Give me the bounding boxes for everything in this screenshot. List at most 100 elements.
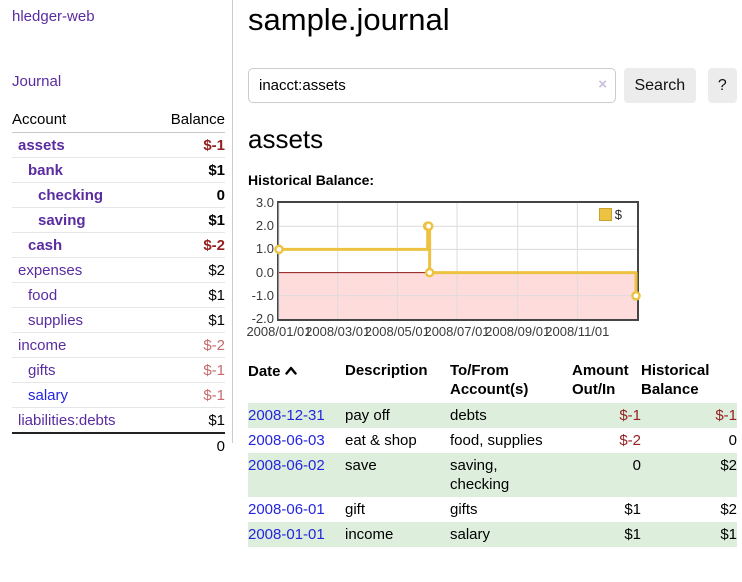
account-row-supplies: supplies $1 [12, 308, 225, 333]
transaction-date-link[interactable]: 2008-06-01 [248, 501, 325, 518]
account-balance: $-1 [203, 386, 225, 404]
account-link-assets[interactable]: assets [18, 136, 65, 154]
transaction-date-link[interactable]: 2008-06-03 [248, 432, 325, 449]
account-link-expenses[interactable]: expenses [18, 261, 83, 279]
sidebar: hledger-web Journal Account Balance asse… [0, 0, 232, 459]
account-balance: $1 [208, 411, 225, 429]
transaction-accounts: debts [450, 403, 572, 428]
account-link-checking[interactable]: checking [38, 186, 104, 204]
accounts-line: food, supplies [450, 432, 543, 449]
y-axis-tick-label: 0.0 [255, 264, 274, 280]
table-row: 2008-01-01 income salary $1 $1 [248, 522, 737, 547]
account-row-liabilities-debts: liabilities:debts $1 [12, 408, 225, 432]
x-axis-tick-label: 2008/07/01 [424, 324, 490, 339]
header-balance: Historical Balance [641, 359, 737, 403]
header-date[interactable]: Date [248, 359, 345, 403]
search-input[interactable] [248, 68, 616, 103]
account-link-gifts[interactable]: gifts [28, 361, 56, 379]
legend-swatch-icon [598, 208, 612, 221]
transaction-description: gift [345, 501, 366, 518]
accounts-line: salary [450, 526, 491, 543]
header-description: Description [345, 362, 428, 379]
account-balance: $-1 [203, 361, 225, 379]
x-axis-tick-label: 2008/05/01 [364, 324, 430, 339]
account-link-cash[interactable]: cash [28, 236, 63, 254]
account-link-supplies[interactable]: supplies [28, 311, 84, 329]
header-amount: Amount Out/In [572, 359, 641, 403]
transaction-balance: $1 [720, 526, 737, 543]
header-balance-line1: Historical [641, 362, 710, 379]
col-balance-label: Balance [170, 111, 225, 128]
account-balance: $1 [208, 311, 225, 329]
table-row: 2008-12-31 pay off debts $-1 $-1 [248, 403, 737, 428]
account-link-income[interactable]: income [18, 336, 67, 354]
y-axis-tick-label: -2.0 [251, 311, 274, 326]
transaction-accounts: gifts [450, 497, 572, 522]
transaction-date-link[interactable]: 2008-06-02 [248, 457, 325, 474]
header-account-line2: Account(s) [450, 381, 529, 398]
app-brand-link[interactable]: hledger-web [12, 8, 95, 25]
y-axis-tick-label: 1.0 [255, 241, 274, 257]
transaction-balance: 0 [728, 432, 737, 449]
account-row-food: food $1 [12, 283, 225, 308]
account-link-saving[interactable]: saving [38, 211, 86, 229]
account-balance: $2 [208, 261, 225, 279]
transaction-balance: $2 [720, 457, 737, 474]
header-balance-line2: Balance [641, 381, 699, 398]
clear-search-icon[interactable]: × [598, 76, 607, 93]
transaction-balance: $2 [720, 501, 737, 518]
account-link-bank[interactable]: bank [28, 161, 64, 179]
accounts-line: saving, [450, 457, 498, 474]
chart-title: Historical Balance: [248, 172, 375, 188]
account-link-food[interactable]: food [28, 286, 58, 304]
account-balance: $-2 [203, 336, 225, 354]
help-button[interactable]: ? [707, 68, 737, 103]
transaction-amount: 0 [632, 457, 641, 474]
accounts-total-row: 0 [12, 432, 225, 459]
transaction-date-link[interactable]: 2008-01-01 [248, 526, 325, 543]
accounts-table-header: Account Balance [12, 108, 225, 133]
account-row-expenses: expenses $2 [12, 258, 225, 283]
x-axis-tick-label: 2008/03/01 [305, 324, 371, 339]
search-button[interactable]: Search [624, 68, 696, 103]
sidebar-divider [232, 0, 233, 443]
y-axis-tick-label: -1.0 [251, 287, 274, 303]
transaction-date-link[interactable]: 2008-12-31 [248, 407, 325, 424]
x-axis-tick-label: 2008/09/01 [485, 324, 551, 339]
transaction-accounts: salary [450, 522, 572, 547]
accounts-total-value: 0 [216, 438, 225, 455]
account-row-salary: salary $-1 [12, 383, 225, 408]
transaction-balance: $-1 [715, 407, 737, 424]
search-form: × Search ? [248, 68, 737, 103]
chart-canvas [274, 203, 641, 319]
account-row-income: income $-2 [12, 333, 225, 358]
account-heading: assets [248, 124, 324, 154]
transaction-description: pay off [345, 407, 390, 424]
transaction-description: save [345, 457, 377, 474]
sidebar-item-journal[interactable]: Journal [12, 73, 62, 90]
accounts-table: Account Balance assets $-1 bank $1 check… [12, 108, 225, 459]
register-table: Date Description To/From Account(s) Amou… [248, 359, 737, 547]
account-row-checking: checking 0 [12, 183, 225, 208]
account-row-bank: bank $1 [12, 158, 225, 183]
accounts-line: checking [450, 476, 510, 493]
account-balance: $1 [208, 161, 225, 179]
account-balance: $1 [208, 211, 225, 229]
register-header-row: Date Description To/From Account(s) Amou… [248, 359, 737, 403]
account-balance: $1 [208, 286, 225, 304]
table-row: 2008-06-01 gift gifts $1 $2 [248, 497, 737, 522]
transaction-description: income [345, 526, 394, 543]
account-link-liabilities-debts[interactable]: liabilities:debts [18, 411, 116, 429]
chart-plot-area: $ [274, 201, 641, 321]
legend-label: $ [614, 207, 622, 222]
transaction-description: eat & shop [345, 432, 417, 449]
chart-legend: $ [596, 206, 624, 223]
main-content: sample.journal × Search ? assets Histori… [246, 0, 737, 547]
y-axis-tick-label: 2.0 [255, 218, 274, 234]
account-link-salary[interactable]: salary [28, 386, 69, 404]
transaction-accounts: saving, checking [450, 453, 572, 497]
sort-asc-icon [284, 361, 297, 380]
transaction-accounts: food, supplies [450, 428, 572, 453]
transaction-amount: $-2 [619, 432, 641, 449]
header-account-line1: To/From [450, 362, 509, 379]
